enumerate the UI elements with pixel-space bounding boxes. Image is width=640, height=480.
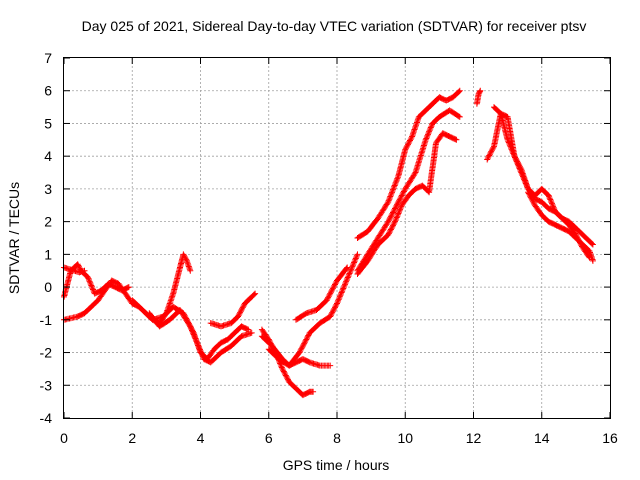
y-tick-label: 5 [44,115,52,131]
x-axis-label: GPS time / hours [283,457,390,473]
data-point-markers [146,307,255,366]
axis-ticks [63,57,611,419]
series-track-g [207,290,259,330]
data-point-markers [484,110,596,248]
x-tick-label: 10 [397,430,413,446]
series-track-l [354,87,463,241]
x-tick-label: 16 [602,430,618,446]
series-track-f [146,307,255,366]
y-tick-label: -2 [40,345,53,361]
series-track-q [484,110,596,248]
series-track-k [293,264,351,323]
data-point-markers [473,87,484,107]
x-tick-label: 8 [333,430,341,446]
chart-title: Day 025 of 2021, Sidereal Day-to-day VTE… [82,18,587,34]
data-point-markers [293,264,351,323]
y-axis-tick-labels: -4 -3 -2 -1 0 1 2 3 4 5 6 7 [40,50,53,426]
data-point-markers [265,251,361,369]
x-tick-label: 12 [466,430,482,446]
x-tick-label: 6 [265,430,273,446]
y-tick-label: 1 [44,246,52,262]
series-track-b [61,277,136,323]
y-tick-label: -4 [40,410,53,426]
data-point-markers [61,277,136,323]
y-tick-label: 3 [44,181,52,197]
data-point-markers [207,290,259,330]
y-tick-label: 7 [44,50,52,66]
x-axis-tick-labels: 0 2 4 6 8 10 12 14 16 [60,430,618,446]
x-tick-label: 0 [60,430,68,446]
x-tick-label: 14 [534,430,550,446]
y-tick-label: -1 [40,312,53,328]
data-point-markers [525,189,596,264]
y-tick-label: -3 [40,377,53,393]
data-points [61,87,596,399]
data-point-markers [354,87,463,241]
series-track-o [473,87,484,107]
grid-lines [64,58,610,418]
y-axis-label: SDTVAR / TECUs [6,182,22,294]
plot-frame [63,57,611,419]
series-track-n [354,130,460,277]
y-tick-label: 4 [44,148,52,164]
x-tick-label: 4 [197,430,205,446]
y-tick-label: 6 [44,83,52,99]
y-tick-label: 0 [44,279,52,295]
series-track-j [265,251,361,369]
data-point-markers [354,130,460,277]
y-tick-label: 2 [44,214,52,230]
x-tick-label: 2 [128,430,136,446]
series-track-r [525,189,596,264]
